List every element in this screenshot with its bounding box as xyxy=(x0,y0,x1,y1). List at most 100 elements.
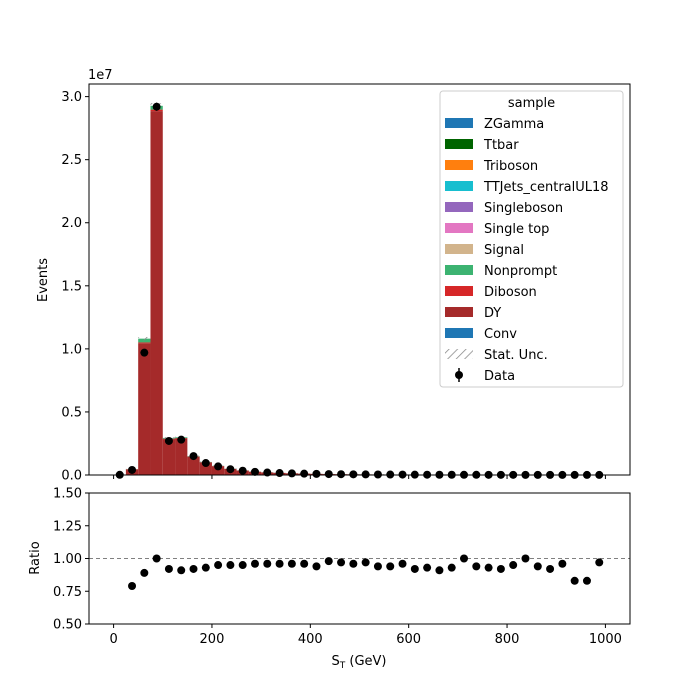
x-tick-label: 600 xyxy=(396,632,421,647)
data-point xyxy=(238,466,247,475)
data-point xyxy=(312,469,321,478)
ratio-points xyxy=(128,554,604,591)
ratio-point xyxy=(447,563,456,572)
legend-item: Conv xyxy=(445,327,517,342)
ratio-point xyxy=(300,559,309,568)
ratio-point xyxy=(570,576,579,585)
legend-swatch xyxy=(445,160,473,170)
mc-bar xyxy=(138,338,151,343)
ratio-point xyxy=(558,559,567,568)
ratio-point xyxy=(595,558,604,567)
data-point xyxy=(189,452,198,461)
ratio-point xyxy=(324,557,333,566)
legend-item: Diboson xyxy=(445,285,537,300)
legend-label: Data xyxy=(484,369,515,384)
top-y-tick-label: 1.5 xyxy=(61,279,82,294)
legend-marker xyxy=(455,371,463,379)
ratio-point xyxy=(361,558,370,567)
top-plot-frame xyxy=(88,83,631,476)
top-y-tick-label: 0.0 xyxy=(61,469,82,484)
legend-label: TTJets_centralUL18 xyxy=(483,180,609,195)
legend-swatch xyxy=(445,223,473,233)
mc-bar xyxy=(138,342,151,344)
data-point xyxy=(201,459,210,468)
top-y-tick-label: 1.0 xyxy=(61,342,82,357)
data-point xyxy=(128,465,137,474)
legend-label: Singleboson xyxy=(484,201,563,216)
ratio-y-tick-label: 0.75 xyxy=(53,585,82,600)
ratio-point xyxy=(410,564,419,573)
data-point xyxy=(140,348,149,357)
legend-item: Triboson xyxy=(445,159,538,174)
legend-swatch xyxy=(445,244,473,254)
legend-item: Singleboson xyxy=(445,201,563,216)
legend-item: Stat. Unc. xyxy=(445,348,548,363)
legend-swatch xyxy=(445,265,473,275)
top-y-axis-label: Events xyxy=(36,258,51,302)
ratio-point xyxy=(435,566,444,575)
ratio-point xyxy=(263,559,272,568)
top-y-tick-label: 0.5 xyxy=(61,405,82,420)
ratio-point xyxy=(189,564,198,573)
ratio-point xyxy=(546,564,555,573)
legend-swatch xyxy=(445,349,473,359)
ratio-point xyxy=(582,576,591,585)
legend-label: Stat. Unc. xyxy=(484,348,548,363)
x-tick-label: 0 xyxy=(109,632,117,647)
data-point xyxy=(177,435,186,444)
legend-swatch xyxy=(445,307,473,317)
legend-swatch xyxy=(445,118,473,128)
top-plot-area: 0.0 0.5 1.0 1.5 2.0 2.5 3.0 xyxy=(61,83,631,484)
ratio-point xyxy=(533,562,542,571)
legend: sample ZGamma Ttbar Triboson TTJets_centralU… xyxy=(439,90,624,388)
ratio-point xyxy=(238,561,247,570)
legend-swatch xyxy=(445,328,473,338)
ratio-point xyxy=(287,559,296,568)
legend-swatch xyxy=(445,181,473,191)
legend-label: Conv xyxy=(484,327,517,342)
data-point xyxy=(349,470,358,479)
legend-swatch xyxy=(445,139,473,149)
bottom-y-axis-label: Ratio xyxy=(28,541,43,574)
ratio-point xyxy=(349,559,358,568)
ratio-point xyxy=(140,568,149,577)
x-tick-label: 1000 xyxy=(589,632,622,647)
legend-label: Ttbar xyxy=(483,138,519,153)
data-point xyxy=(300,469,309,478)
top-y-tick-label: 2.0 xyxy=(61,216,82,231)
ratio-point xyxy=(177,566,186,575)
mc-bar xyxy=(138,343,151,475)
ratio-point xyxy=(337,558,346,567)
ratio-point xyxy=(164,564,173,573)
top-y-tick-label: 3.0 xyxy=(61,90,82,105)
data-point xyxy=(337,470,346,479)
ratio-point xyxy=(214,561,223,570)
ratio-point xyxy=(250,559,259,568)
legend-label: Nonprompt xyxy=(484,264,557,279)
ratio-point xyxy=(386,562,395,571)
ratio-point xyxy=(226,561,235,570)
mc-bar xyxy=(175,438,188,475)
legend-title: sample xyxy=(508,96,555,111)
legend-label: Signal xyxy=(484,243,524,258)
ratio-point xyxy=(521,554,530,563)
data-point xyxy=(275,469,284,478)
mc-bar xyxy=(150,111,163,476)
ratio-point xyxy=(312,562,321,571)
legend-label: Diboson xyxy=(484,285,537,300)
data-point xyxy=(164,436,173,445)
ratio-point xyxy=(152,554,161,563)
data-point xyxy=(287,469,296,478)
legend-label: Triboson xyxy=(483,159,538,174)
legend-label: Single top xyxy=(484,222,549,237)
x-tick-label: 200 xyxy=(200,632,225,647)
legend-item: Signal xyxy=(445,243,524,258)
stat-unc-rect xyxy=(138,336,151,341)
ratio-point xyxy=(275,559,284,568)
ratio-y-tick-label: 1.50 xyxy=(53,487,82,502)
ratio-point xyxy=(509,561,518,570)
data-point xyxy=(226,465,235,474)
ratio-point xyxy=(373,562,382,571)
ratio-point xyxy=(484,563,493,572)
